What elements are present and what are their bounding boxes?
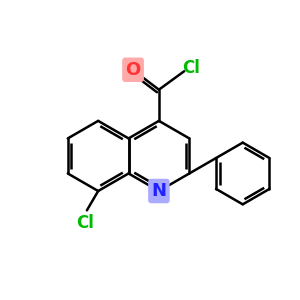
Text: Cl: Cl	[76, 214, 94, 232]
Text: O: O	[125, 61, 141, 79]
Text: N: N	[152, 182, 166, 200]
Text: Cl: Cl	[182, 59, 200, 77]
